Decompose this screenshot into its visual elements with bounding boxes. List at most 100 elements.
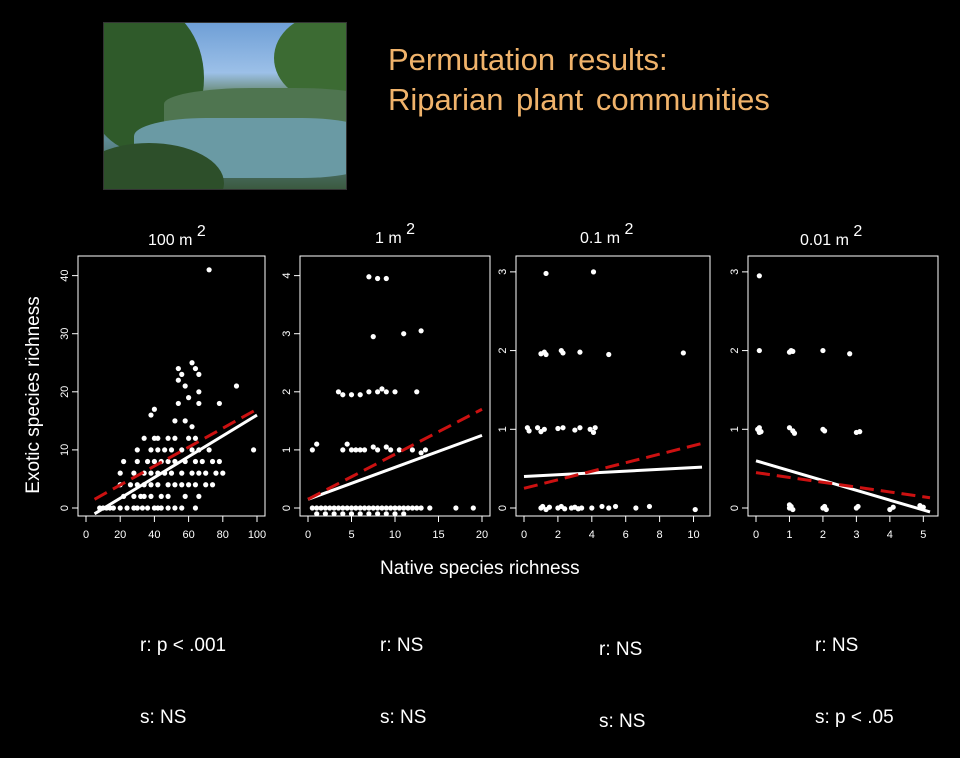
data-point [335,505,342,511]
data-point [155,435,161,441]
data-point [606,351,612,358]
chart-panel-1: 100 m 2 0 20 40 60 80 100 0 10 20 30 40 [59,223,266,541]
data-point [606,505,612,511]
y-tick-label: 3 [497,269,509,275]
data-point [165,482,171,488]
data-point [453,505,459,511]
data-point [562,506,568,512]
data-point [541,426,547,432]
x-tick-label: 8 [657,529,663,541]
y-tick-label: 0 [281,505,293,511]
data-point [144,505,151,511]
data-point [821,428,828,434]
data-point [175,377,181,383]
data-point [353,447,359,453]
data-point [172,482,178,488]
data-point [357,505,363,511]
data-point [579,505,585,511]
data-point [331,511,337,517]
data-point [357,447,363,453]
data-point [179,371,185,377]
x-tick-label: 20 [114,529,126,541]
data-point [409,447,415,453]
data-point [470,505,476,511]
data-point [189,470,195,476]
data-point [646,503,653,510]
plot-frame [515,255,711,517]
data-point [366,274,372,280]
data-point [192,482,199,488]
x-tick-label: 80 [217,529,229,541]
data-point [590,269,597,275]
data-point [151,458,157,465]
y-tick-label: 30 [59,328,71,340]
data-point [322,511,328,517]
data-point [134,505,140,511]
data-point [847,351,853,357]
data-point [756,425,762,431]
dashed-fit-line [755,471,931,500]
data-point [162,447,168,453]
data-point [375,505,381,511]
y-tick-label: 2 [281,389,293,395]
data-point [357,392,363,398]
data-point [587,426,593,432]
data-point [199,458,205,465]
data-point [543,351,549,358]
panel-title: 0.1 m 2 [580,221,633,247]
data-point [396,447,402,453]
data-point [383,275,389,282]
data-point [405,505,411,511]
data-point [375,511,381,517]
y-tick-label: 0 [497,505,509,511]
plot-frame [747,255,939,517]
plot-frame [299,255,491,517]
data-point [220,470,226,476]
data-point [192,505,199,511]
data-point [422,447,429,453]
data-point [189,424,195,430]
data-point [357,511,363,517]
data-point [379,386,385,392]
data-point [172,505,178,511]
data-point [175,365,181,372]
x-tick-label: 1 [786,529,792,541]
dashed-fit-line [93,407,258,501]
data-point [216,458,222,465]
x-tick-label: 60 [182,529,194,541]
data-point [131,470,137,476]
data-point [250,447,257,453]
data-point [572,427,578,433]
data-point [158,493,164,499]
river-photo [103,22,347,190]
data-point [392,505,398,511]
data-point [179,505,185,511]
data-point [186,435,192,441]
data-point [155,482,161,488]
data-point [196,400,202,407]
data-point [318,505,324,511]
data-point [148,412,154,418]
x-tick-label: 0 [753,529,759,541]
dashed-fit-line [523,442,703,490]
data-point [148,470,154,476]
data-point [206,447,212,453]
data-point [786,502,793,508]
x-tick-label: 4 [589,529,595,541]
data-point [560,350,566,356]
data-point [526,428,532,434]
y-tick-label: 1 [729,426,741,432]
x-tick-label: 4 [887,529,893,541]
title-line-1: Permutation results: [388,42,668,77]
data-point [418,450,424,456]
stat-r: r: p < .001 [140,635,227,656]
data-point [418,328,424,334]
data-point [555,425,561,432]
data-point [577,349,583,355]
data-point [756,347,762,354]
data-point [786,425,793,431]
y-tick-label: 20 [59,386,71,398]
data-point [158,505,164,511]
data-point [375,447,381,453]
data-point [196,493,202,499]
